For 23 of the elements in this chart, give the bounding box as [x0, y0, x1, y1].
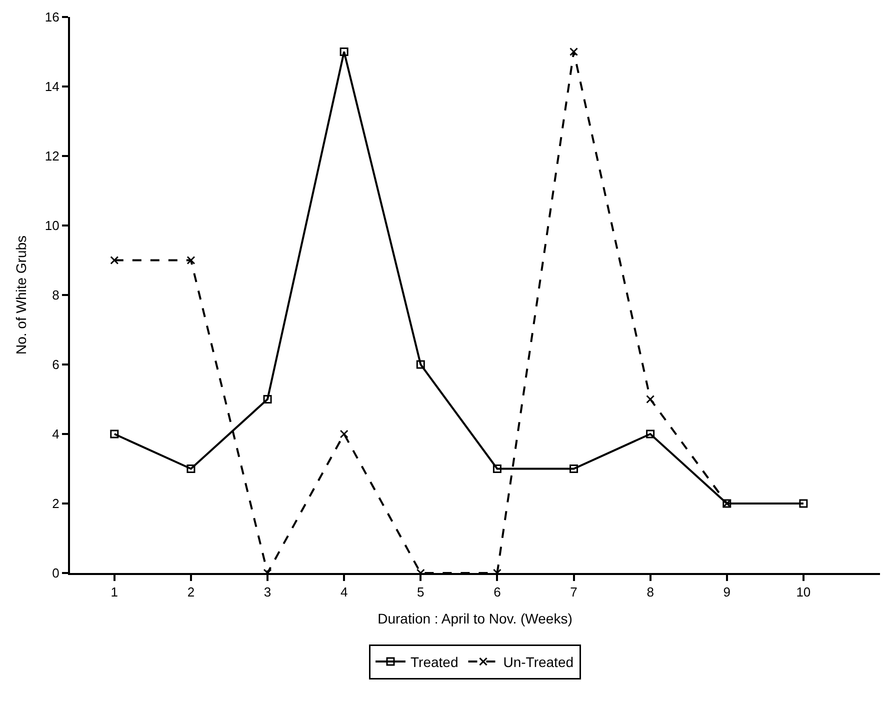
x-tick-label: 10 [796, 584, 811, 600]
x-tick-label: 1 [110, 584, 118, 600]
x-tick-label: 2 [187, 584, 195, 600]
x-tick-label: 4 [340, 584, 348, 600]
x-axis-title: Duration : April to Nov. (Weeks) [378, 610, 572, 626]
y-tick-label: 16 [44, 10, 60, 25]
x-tick-label: 6 [494, 584, 501, 600]
legend-label: Treated [410, 654, 458, 670]
y-tick-label: 0 [52, 566, 60, 581]
y-tick-label: 8 [52, 288, 60, 303]
y-tick-label: 4 [52, 426, 60, 442]
y-axis-title: No. of White Grubs [13, 235, 30, 355]
y-tick-label: 2 [52, 496, 60, 512]
x-tick-label: 5 [417, 584, 424, 600]
y-tick-label: 6 [52, 357, 60, 372]
x-tick-label: 8 [646, 584, 654, 600]
x-tick-label: 3 [264, 584, 272, 600]
x-tick-label: 9 [723, 584, 730, 600]
legend-label: Un-Treated [503, 654, 574, 670]
y-tick-label: 14 [44, 79, 60, 94]
x-tick-label: 7 [570, 584, 578, 600]
y-tick-label: 10 [44, 218, 60, 234]
y-tick-label: 12 [44, 148, 60, 164]
